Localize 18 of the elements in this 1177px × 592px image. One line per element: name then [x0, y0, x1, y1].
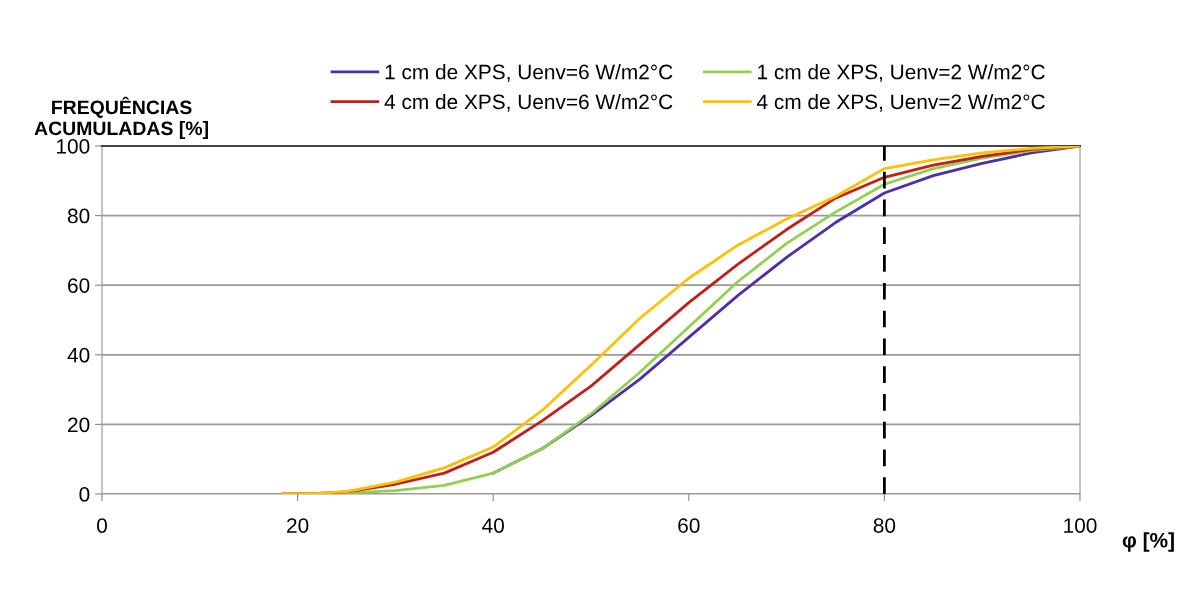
y-tick-label: 40	[67, 347, 90, 363]
x-tick-label: 0	[97, 518, 107, 533]
legend-label: 1 cm de XPS, Uenv=2 W/m2°C	[758, 64, 1045, 82]
y-tick-label: 60	[68, 278, 90, 293]
x-tick-label: 60	[678, 518, 700, 533]
y-tick-label: 80	[67, 208, 90, 224]
legend-label: 4 cm de XPS, Uenv=6 W/m2°C	[384, 93, 673, 112]
x-tick-label: 20	[287, 518, 309, 533]
legend-label: 1 cm de XPS, Uenv=6 W/m2°C	[385, 64, 673, 82]
x-tick-label: 40	[482, 518, 504, 533]
x-tick-label: 80	[873, 518, 896, 533]
legend-label: 4 cm de XPS, Uenv=2 W/m2°C	[756, 93, 1045, 112]
y-tick-label: 20	[68, 417, 90, 433]
y-tick-label: 0	[79, 487, 90, 502]
x-axis-title: φ [%]	[1122, 532, 1174, 552]
x-tick-label: 100	[1064, 518, 1097, 533]
y-axis-title: FREQUÊNCIAS ACUMULADAS [%]	[34, 96, 208, 140]
y-tick-label: 100	[57, 139, 90, 154]
